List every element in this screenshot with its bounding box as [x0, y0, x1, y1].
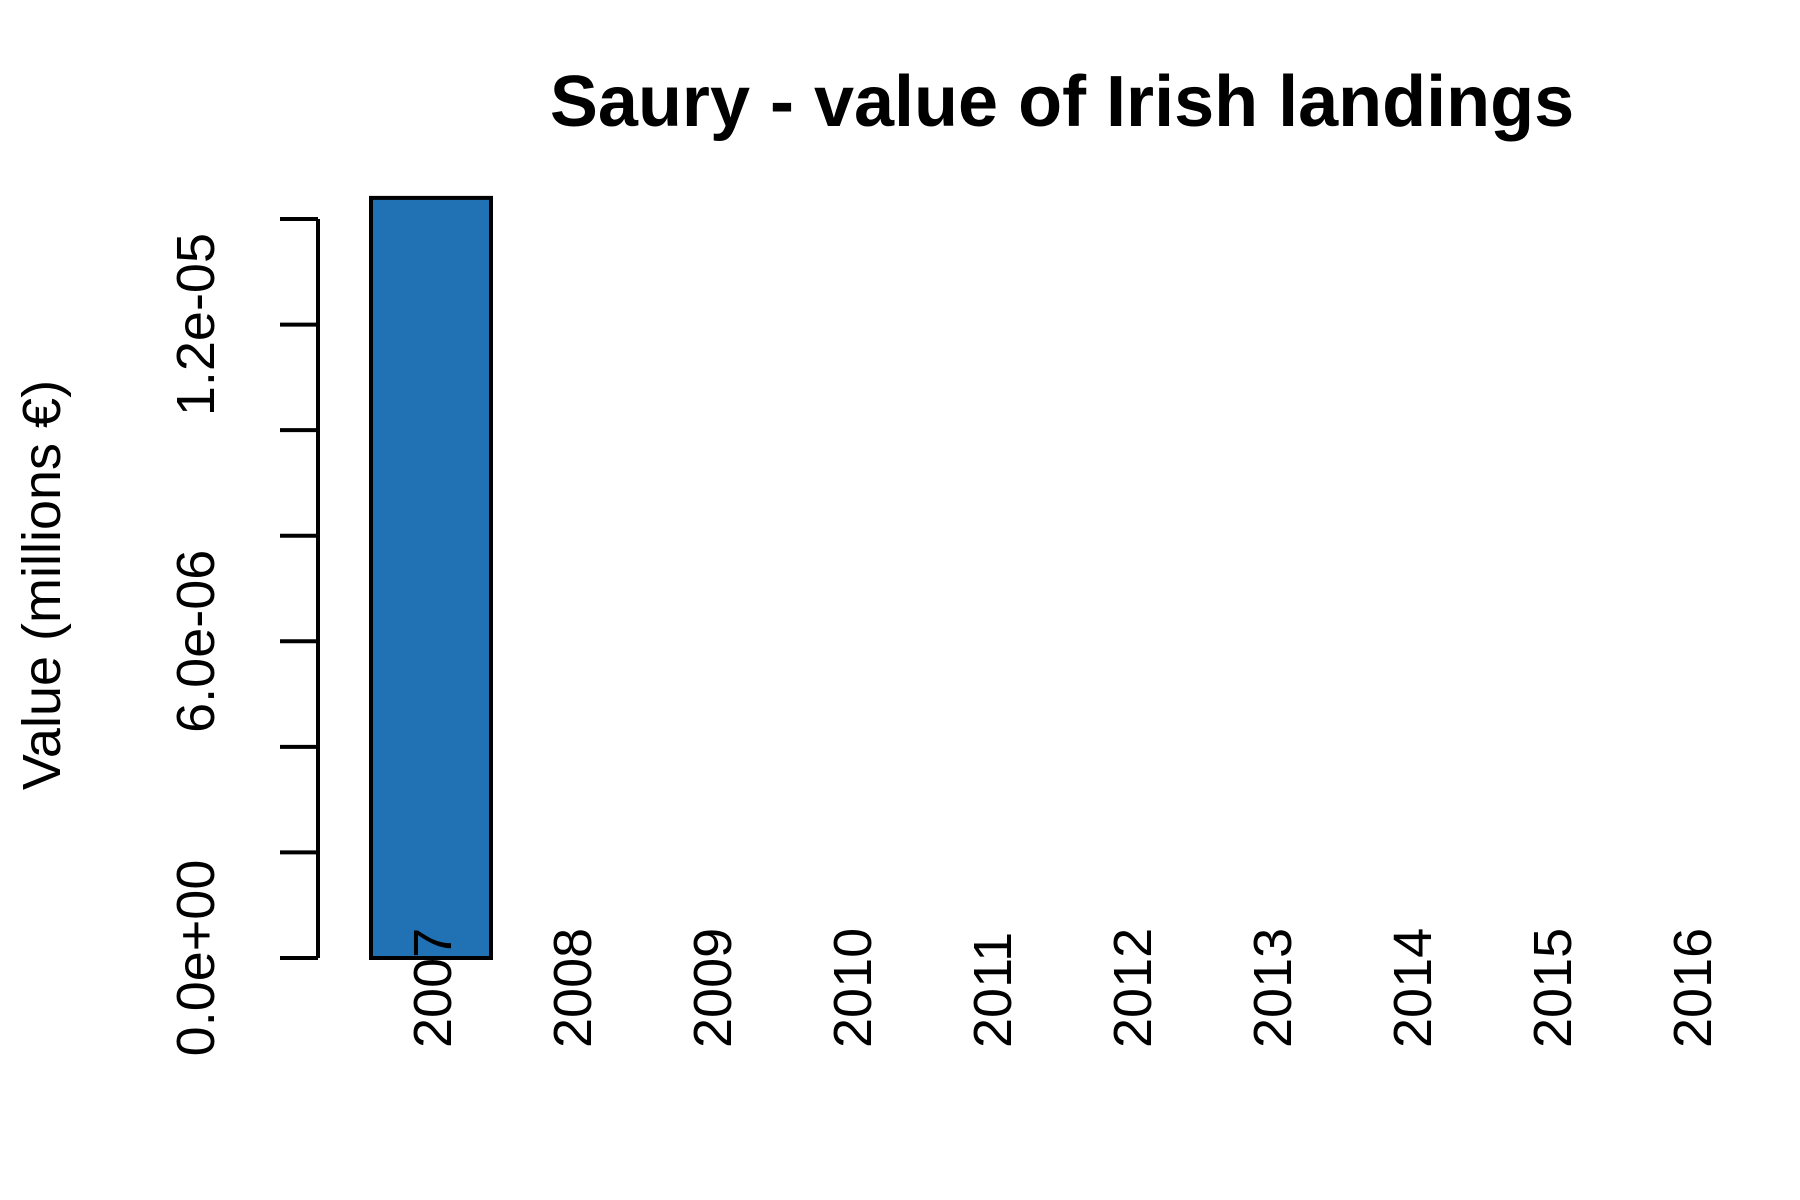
x-tick-label: 2014 [1383, 928, 1443, 1048]
x-axis-labels: 2007 2008 2009 2010 2011 2012 2013 2014 2015 2016 [403, 928, 1723, 1048]
y-tick-label: 1.2e-05 [166, 233, 226, 416]
y-tick-label: 6.0e-06 [166, 550, 226, 733]
y-tick-label: 0.0e+00 [166, 860, 226, 1057]
x-tick-label: 2007 [403, 928, 463, 1048]
x-tick-label: 2009 [683, 928, 743, 1048]
y-axis-label: Value (millions €) [12, 380, 72, 790]
x-tick-label: 2012 [1103, 928, 1163, 1048]
y-axis: 0.0e+00 6.0e-06 1.2e-05 [166, 217, 320, 1057]
x-tick-label: 2008 [543, 928, 603, 1048]
x-tick-label: 2016 [1663, 928, 1723, 1048]
x-tick-label: 2015 [1523, 928, 1583, 1048]
x-tick-label: 2013 [1243, 928, 1303, 1048]
bars [369, 195, 493, 960]
x-tick-label: 2010 [823, 928, 883, 1048]
bar-2007 [369, 195, 493, 960]
chart-title: Saury - value of Irish landings [550, 62, 1574, 142]
x-tick-label: 2011 [963, 932, 1023, 1048]
